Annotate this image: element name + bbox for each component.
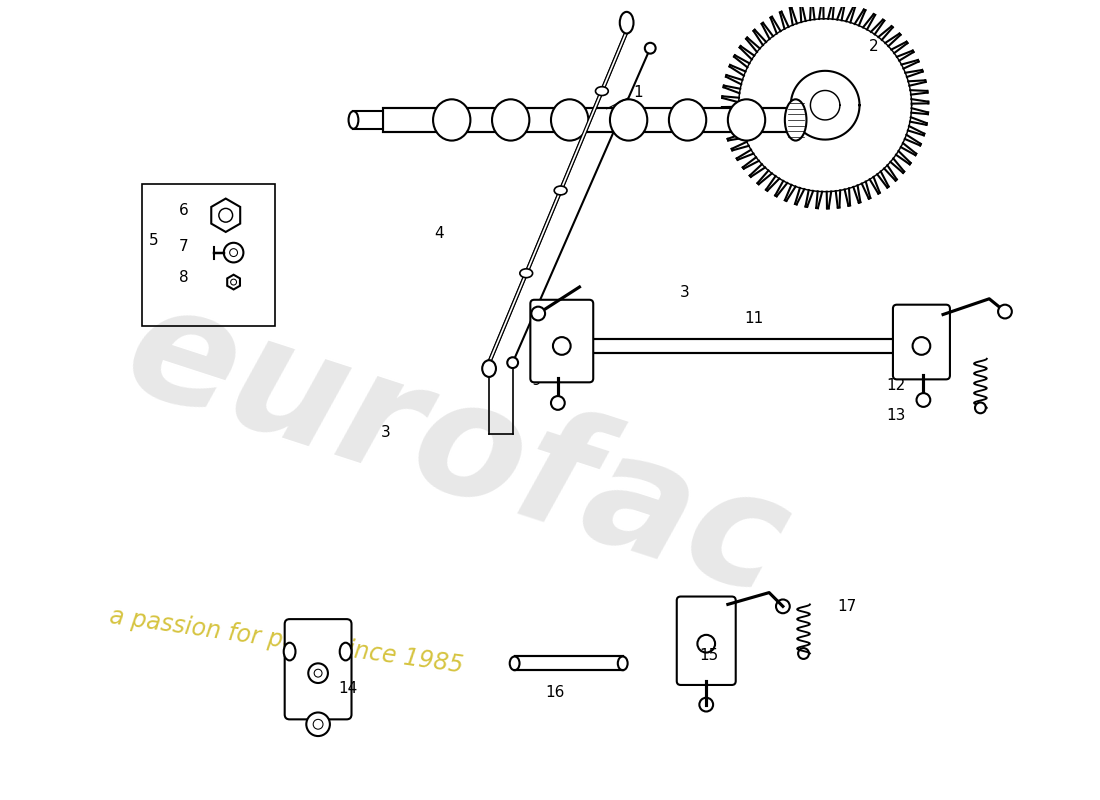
Text: 17: 17 [837, 599, 856, 614]
Circle shape [314, 719, 323, 729]
Ellipse shape [340, 642, 352, 660]
Polygon shape [383, 108, 795, 132]
Ellipse shape [509, 657, 519, 670]
Ellipse shape [551, 99, 588, 141]
Ellipse shape [284, 642, 296, 660]
Ellipse shape [349, 111, 359, 129]
Text: 8: 8 [178, 270, 188, 285]
Circle shape [231, 279, 236, 285]
Text: a passion for parts since 1985: a passion for parts since 1985 [108, 604, 464, 678]
Circle shape [507, 358, 518, 368]
Circle shape [975, 402, 986, 414]
Circle shape [645, 43, 656, 54]
Circle shape [223, 242, 243, 262]
Text: 16: 16 [546, 685, 564, 700]
Text: 13: 13 [887, 408, 905, 422]
FancyBboxPatch shape [893, 305, 950, 379]
Circle shape [308, 663, 328, 683]
Polygon shape [540, 339, 948, 353]
Polygon shape [211, 198, 240, 232]
Circle shape [551, 396, 564, 410]
Text: 11: 11 [745, 311, 763, 326]
Bar [142, 184, 275, 326]
Text: 7: 7 [178, 238, 188, 254]
Ellipse shape [536, 339, 546, 353]
Circle shape [315, 670, 322, 677]
Ellipse shape [618, 657, 628, 670]
Text: eurofac: eurofac [108, 270, 805, 628]
Polygon shape [228, 274, 240, 290]
Text: 14: 14 [339, 681, 358, 696]
Circle shape [913, 337, 931, 354]
Circle shape [306, 713, 330, 736]
Text: 1: 1 [606, 86, 643, 109]
Circle shape [799, 648, 808, 659]
Circle shape [776, 599, 790, 614]
Text: 4: 4 [434, 226, 443, 241]
Text: 3: 3 [680, 285, 690, 300]
Circle shape [531, 306, 546, 321]
Text: 15: 15 [700, 648, 718, 663]
Ellipse shape [785, 99, 806, 141]
Ellipse shape [492, 99, 529, 141]
Text: 2: 2 [869, 39, 879, 54]
Ellipse shape [619, 12, 634, 34]
Polygon shape [515, 657, 623, 670]
Circle shape [916, 393, 931, 407]
Text: 3: 3 [381, 426, 390, 440]
Ellipse shape [433, 99, 471, 141]
Text: 10: 10 [570, 311, 589, 326]
FancyBboxPatch shape [676, 597, 736, 685]
FancyBboxPatch shape [530, 300, 593, 382]
Circle shape [219, 208, 232, 222]
Text: 12: 12 [887, 378, 905, 393]
Ellipse shape [482, 360, 496, 377]
Ellipse shape [728, 99, 766, 141]
Text: 9: 9 [532, 374, 542, 388]
Ellipse shape [554, 186, 566, 195]
Circle shape [553, 337, 571, 354]
Circle shape [700, 698, 713, 711]
Circle shape [998, 305, 1012, 318]
Ellipse shape [609, 99, 647, 141]
Text: 5: 5 [150, 233, 158, 248]
Ellipse shape [669, 99, 706, 141]
Polygon shape [353, 111, 383, 129]
Ellipse shape [520, 269, 532, 278]
Ellipse shape [595, 86, 608, 95]
Text: 6: 6 [178, 203, 188, 218]
Circle shape [230, 249, 238, 257]
Circle shape [697, 635, 715, 653]
FancyBboxPatch shape [285, 619, 352, 719]
